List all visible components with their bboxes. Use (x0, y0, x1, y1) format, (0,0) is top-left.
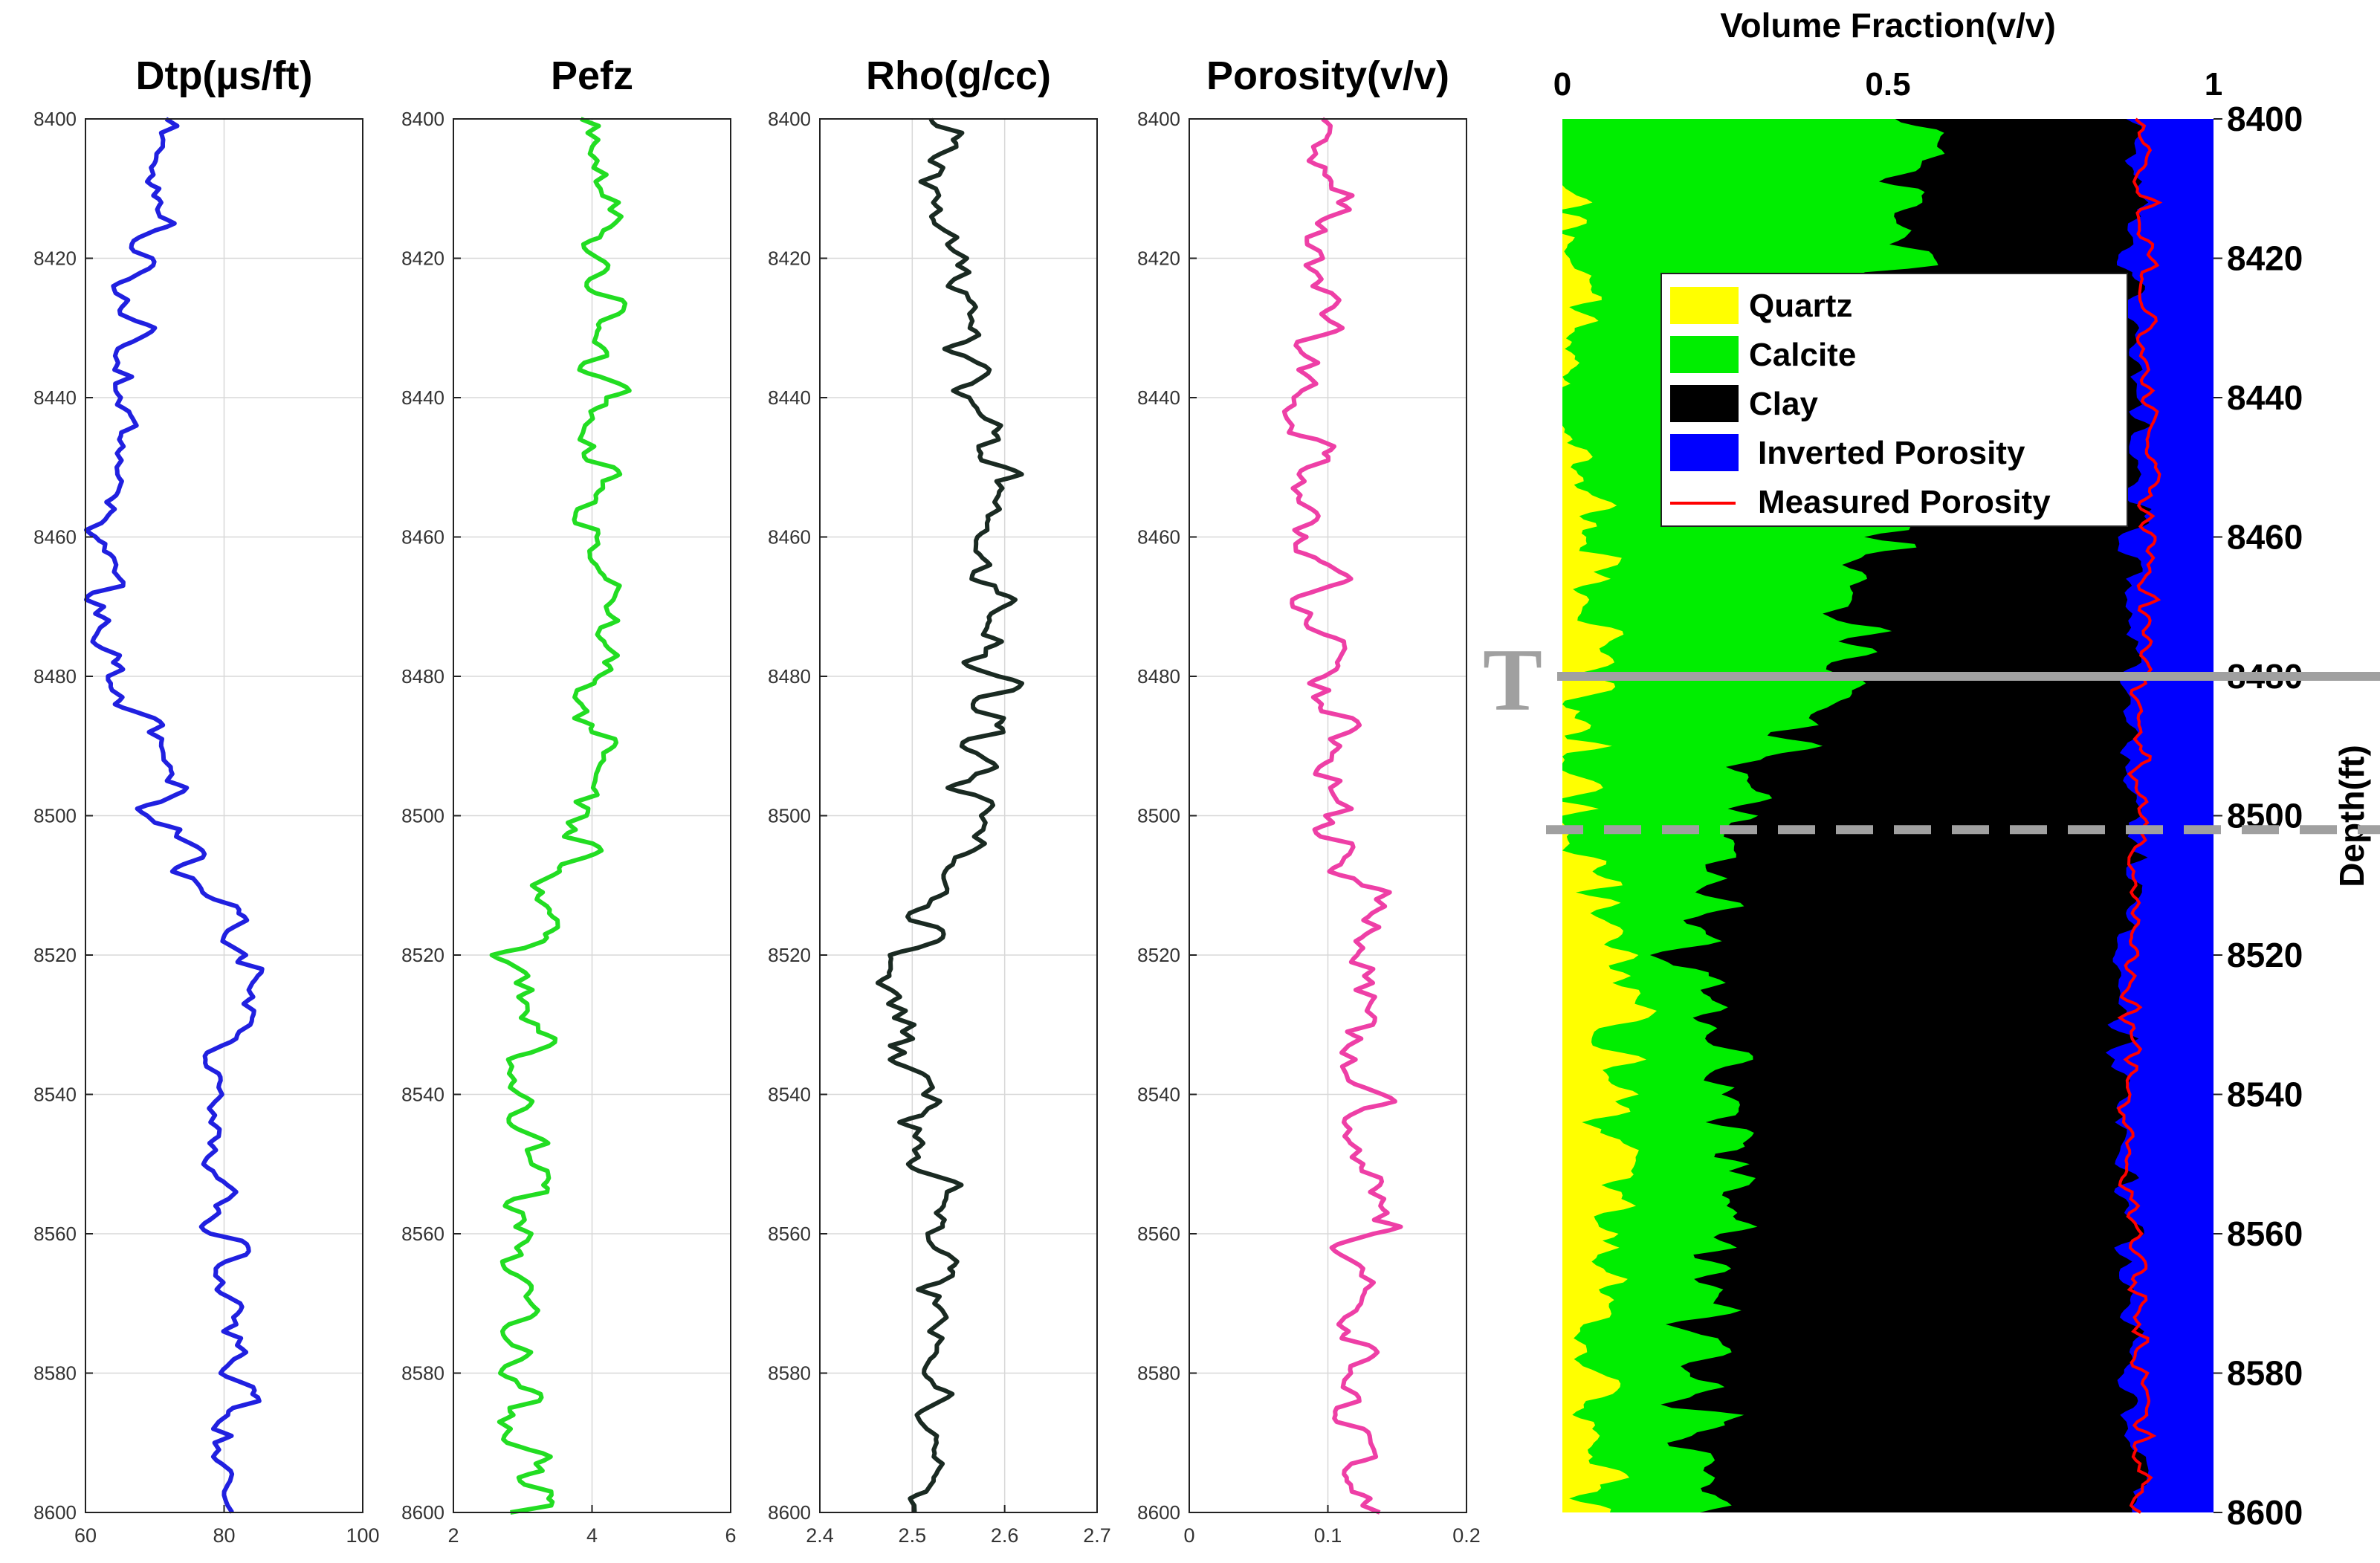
marker-t-label: T (1483, 630, 1542, 729)
legend-label-calcite: Calcite (1749, 337, 1856, 373)
depth-tick-label: 8600 (401, 1501, 444, 1524)
depth-axis-label: Depth(ft) (2332, 745, 2371, 887)
legend-box (1660, 273, 2128, 527)
x-tick-label: 80 (213, 1524, 235, 1547)
legend-label-measured-porosity: Measured Porosity (1758, 484, 2051, 520)
porosity-track-title: Porosity(v/v) (1206, 54, 1449, 98)
depth-tick-label: 8420 (768, 247, 811, 270)
depth-tick-label: 8500 (401, 805, 444, 827)
depth-tick-label: 8580 (401, 1362, 444, 1385)
depth-tick-label: 8580 (768, 1362, 811, 1385)
depth-tick-label: 8480 (1137, 665, 1180, 687)
legend: Quartz Calcite Clay Inverted Porosity Me… (1660, 273, 2128, 527)
track-porosity: 8400 8420 8440 8460 8480 8500 8520 8540 8560 8580… (1137, 108, 1481, 1547)
depth-tick-label: 8420 (33, 247, 77, 270)
depth-tick-label: 8540 (33, 1084, 77, 1106)
track-rho: 8400 8420 8440 8460 8480 8500 8520 8540 8560 8580… (768, 108, 1111, 1547)
right-depth-tick-label: 8440 (2227, 378, 2303, 417)
depth-tick-label: 8520 (1137, 944, 1180, 966)
legend-swatch-calcite (1670, 336, 1739, 373)
legend-label-quartz: Quartz (1749, 288, 1852, 324)
depth-tick-label: 8440 (33, 386, 77, 409)
legend-swatch-inverted-porosity (1670, 434, 1739, 471)
measured-porosity-line (2116, 117, 2163, 1514)
legend-swatch-quartz (1670, 287, 1739, 324)
x-tick-label: 6 (725, 1524, 736, 1547)
depth-tick-label: 8480 (401, 665, 444, 687)
depth-tick-label: 8400 (33, 108, 77, 130)
depth-tick-label: 8540 (768, 1084, 811, 1106)
log-tracks: 8400 8420 8440 8460 8480 8500 8520 8540 8560 8580… (33, 108, 1481, 1547)
depth-tick-label: 8600 (768, 1501, 811, 1524)
depth-tick-label: 8460 (1137, 526, 1180, 548)
track-dtp: 8400 8420 8440 8460 8480 8500 8520 8540 8560 8580… (33, 108, 379, 1547)
x-tick-label: 4 (586, 1524, 598, 1547)
rho-track-title: Rho(g/cc) (866, 54, 1051, 98)
x-tick-label: 100 (346, 1524, 379, 1547)
right-depth-tick-label: 8520 (2227, 936, 2303, 974)
depth-tick-label: 8520 (401, 944, 444, 966)
x-tick-label: 0.1 (1314, 1524, 1342, 1547)
x-tick-label: 2.4 (806, 1524, 834, 1547)
depth-tick-label: 8520 (768, 944, 811, 966)
right-depth-tick-label: 8400 (2227, 100, 2303, 138)
depth-tick-label: 8460 (401, 526, 444, 548)
x-tick-label: 0.2 (1452, 1524, 1481, 1547)
volume-x-tick-label: 0.5 (1865, 66, 1910, 103)
depth-tick-label: 8600 (33, 1501, 77, 1524)
right-depth-tick-label: 8420 (2227, 239, 2303, 278)
depth-tick-label: 8580 (1137, 1362, 1180, 1385)
depth-tick-label: 8440 (1137, 386, 1180, 409)
depth-tick-label: 8440 (401, 386, 444, 409)
pefz-track-title: Pefz (551, 54, 633, 98)
right-depth-tick-label: 8460 (2227, 518, 2303, 557)
depth-tick-label: 8560 (1137, 1223, 1180, 1245)
volume-x-tick-label: 0 (1553, 66, 1571, 103)
volume-fraction-title: Volume Fraction(v/v) (1720, 6, 2056, 45)
depth-tick-label: 8580 (33, 1362, 77, 1385)
x-tick-label: 0 (1183, 1524, 1194, 1547)
pefz-curve (489, 117, 632, 1515)
dtp-curve (84, 117, 265, 1514)
depth-tick-label: 8540 (401, 1084, 444, 1106)
depth-tick-label: 8500 (33, 805, 77, 827)
depth-tick-label: 8500 (1137, 805, 1180, 827)
depth-tick-label: 8420 (401, 247, 444, 270)
depth-tick-label: 8460 (33, 526, 77, 548)
depth-tick-label: 8560 (33, 1223, 77, 1245)
depth-tick-label: 8540 (1137, 1084, 1180, 1106)
volume-x-tick-label: 1 (2205, 66, 2222, 103)
depth-tick-label: 8520 (33, 944, 77, 966)
depth-tick-label: 8400 (401, 108, 444, 130)
depth-tick-label: 8500 (768, 805, 811, 827)
porosity-curve (1281, 117, 1403, 1515)
depth-tick-label: 8400 (768, 108, 811, 130)
depth-tick-label: 8560 (401, 1223, 444, 1245)
legend-swatch-clay (1670, 385, 1739, 422)
right-depth-tick-label: 8580 (2227, 1354, 2303, 1393)
quartz-fill (1562, 119, 1657, 1512)
x-tick-label: 2.7 (1083, 1524, 1111, 1547)
x-tick-label: 2 (447, 1524, 459, 1547)
right-depth-tick-label: 8540 (2227, 1075, 2303, 1114)
x-tick-label: 2.6 (991, 1524, 1019, 1547)
depth-tick-label: 8440 (768, 386, 811, 409)
depth-tick-label: 8600 (1137, 1501, 1180, 1524)
x-tick-label: 60 (74, 1524, 97, 1547)
x-tick-label: 2.5 (899, 1524, 927, 1547)
track-pefz: 8400 8420 8440 8460 8480 8500 8520 8540 8560 8580… (401, 108, 736, 1547)
rho-curve (875, 117, 1024, 1513)
depth-tick-label: 8460 (768, 526, 811, 548)
legend-label-inverted-porosity: Inverted Porosity (1758, 435, 2025, 471)
right-depth-tick-label: 8560 (2227, 1214, 2303, 1253)
depth-tick-label: 8420 (1137, 247, 1180, 270)
depth-tick-label: 8480 (33, 665, 77, 687)
depth-tick-label: 8480 (768, 665, 811, 687)
depth-tick-label: 8560 (768, 1223, 811, 1245)
dtp-track-title: Dtp(µs/ft) (135, 54, 312, 98)
depth-tick-label: 8400 (1137, 108, 1180, 130)
legend-label-clay: Clay (1749, 386, 1818, 422)
right-depth-tick-label: 8600 (2227, 1493, 2303, 1532)
